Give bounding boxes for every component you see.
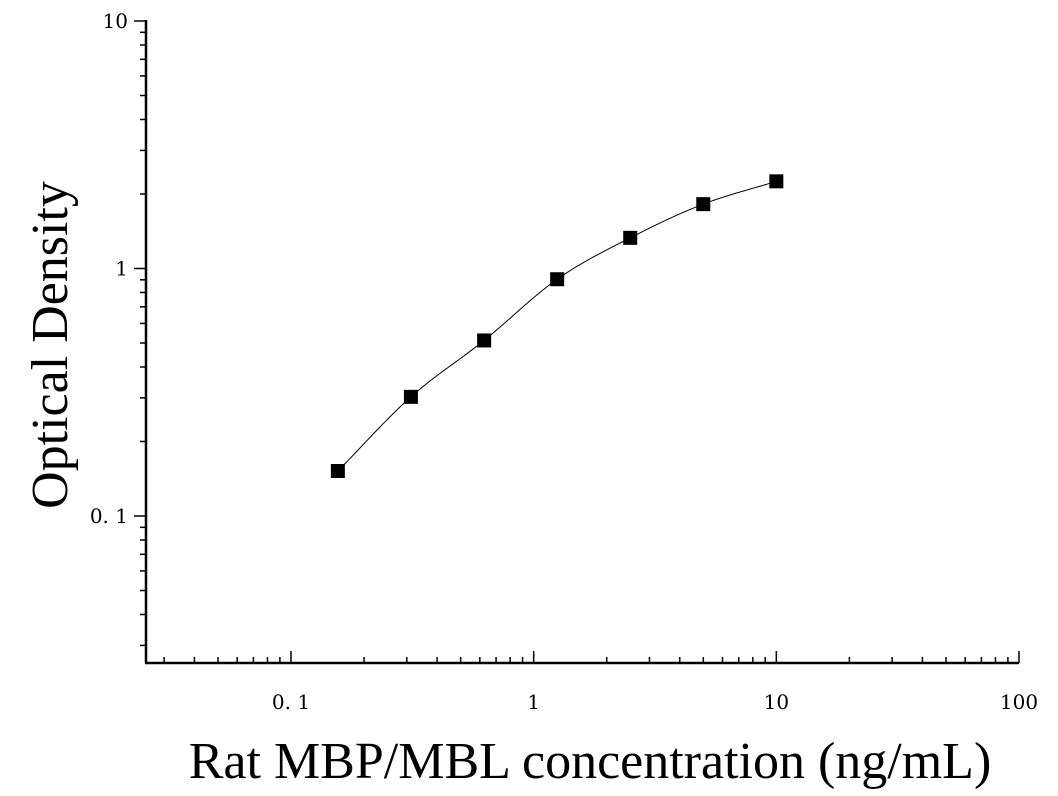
data-point xyxy=(330,463,345,478)
x-axis-title: Rat MBP/MBL concentration (ng/mL) xyxy=(189,733,992,790)
y-axis-title: Optical Density xyxy=(22,181,79,509)
x-tick-label: 0. 1 xyxy=(272,690,310,714)
tick-labels: 0. 1 1 10 100 0. 1 1 10 xyxy=(90,9,1038,714)
data-point xyxy=(623,230,638,245)
x-tick-label: 1 xyxy=(527,690,540,714)
ticks xyxy=(134,20,1020,663)
y-tick-label: 0. 1 xyxy=(90,504,128,528)
y-tick-label: 1 xyxy=(115,257,128,281)
fit-curve xyxy=(337,180,777,472)
data-point xyxy=(769,174,784,189)
x-tick-label: 100 xyxy=(1000,690,1038,714)
data-point xyxy=(403,389,418,404)
data-point xyxy=(696,197,711,212)
data-point xyxy=(477,333,492,348)
data-points xyxy=(330,174,784,478)
y-tick-label: 10 xyxy=(103,9,128,33)
x-tick-label: 10 xyxy=(764,690,789,714)
data-point xyxy=(550,272,565,287)
